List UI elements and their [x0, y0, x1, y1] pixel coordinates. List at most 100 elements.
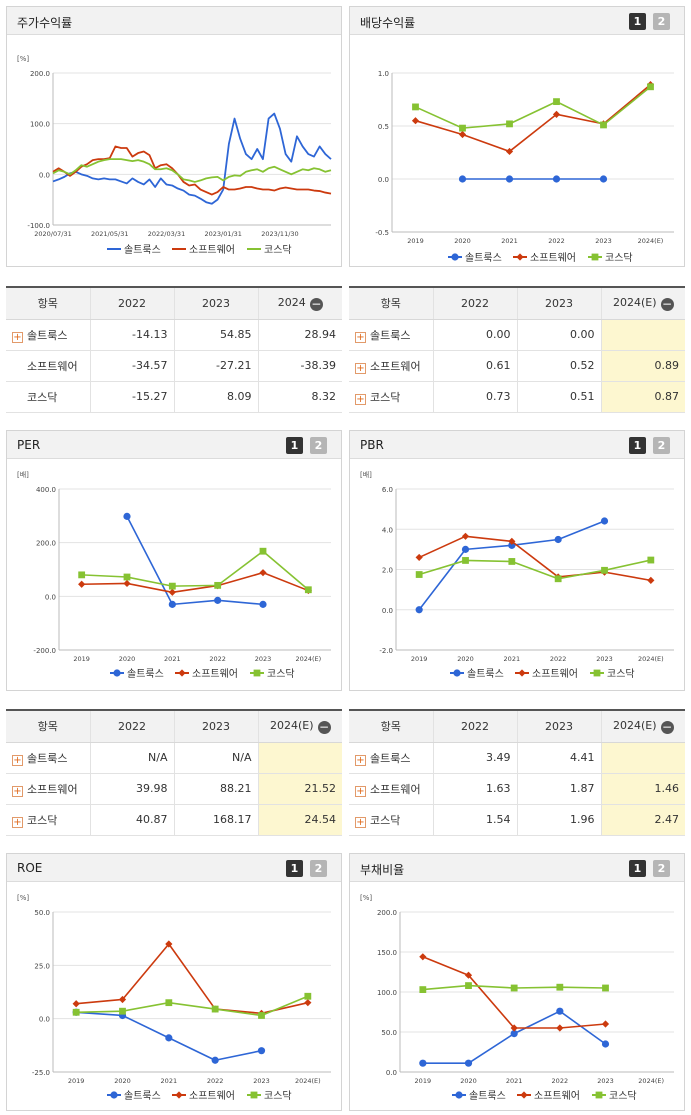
- value-cell: 1.96: [516, 804, 601, 836]
- table-header-row: 항목 2022 2023 2024(E) −: [6, 709, 342, 743]
- page-1-button[interactable]: 1: [286, 860, 303, 877]
- year-label: 2023: [545, 719, 573, 733]
- data-point: [211, 1056, 219, 1064]
- expand-button[interactable]: +: [355, 754, 366, 766]
- value-cell: 28.94: [257, 319, 342, 351]
- legend-marker: [520, 1091, 528, 1099]
- x-tick-label: 2023: [596, 655, 613, 663]
- year-header: 2023: [516, 286, 601, 320]
- page-1-button[interactable]: 1: [286, 437, 303, 454]
- value-cell: -15.27: [89, 381, 174, 413]
- panel-title: 배당수익률: [360, 16, 416, 30]
- year-header: 2023: [173, 286, 258, 320]
- data-point: [165, 940, 173, 948]
- debt-ratio-panel: 부채비율 1 2 [%] 200.0 150.0 100.0 50.0 0.0 2019 20…: [349, 853, 685, 1111]
- data-point: [462, 557, 469, 564]
- data-point: [510, 984, 518, 992]
- data-point: [554, 575, 562, 583]
- collapse-button[interactable]: −: [660, 719, 674, 734]
- year-label: 2023: [202, 719, 230, 733]
- expand-button[interactable]: +: [355, 816, 366, 828]
- expand-button[interactable]: +: [355, 331, 366, 343]
- page-1-button[interactable]: 1: [629, 437, 646, 454]
- row-label-cell: + 소프트웨어: [349, 773, 433, 805]
- row-name: 코스닥: [27, 813, 58, 827]
- year-label: 2022: [461, 719, 489, 733]
- data-point: [419, 953, 427, 961]
- table-header-row: 항목 2022 2023 2024−: [6, 286, 342, 320]
- expand-button[interactable]: +: [355, 785, 366, 797]
- year-label: 2023: [545, 296, 573, 310]
- legend-label: 소프트웨어: [189, 244, 235, 256]
- series-line: [415, 86, 652, 129]
- value-cell: 0.87: [600, 381, 685, 413]
- table-row: + 솔트룩스 0.00 0.00: [349, 319, 685, 351]
- year-header: 2024−: [257, 286, 342, 320]
- debt-ratio-chart: [%] 200.0 150.0 100.0 50.0 0.0 2019 2020 2021 202…: [360, 894, 674, 1102]
- row-label-cell: + 코스닥: [349, 804, 433, 836]
- collapse-button[interactable]: −: [309, 296, 323, 311]
- row-name: 소프트웨어: [370, 782, 421, 796]
- collapse-button[interactable]: −: [317, 719, 331, 734]
- y-tick-label: 200.0: [30, 70, 50, 78]
- expand-button[interactable]: +: [355, 393, 366, 405]
- x-tick-label: 2020/07/31: [34, 230, 71, 238]
- page-2-button[interactable]: 2: [653, 860, 670, 877]
- page-2-button[interactable]: 2: [310, 860, 327, 877]
- expand-button[interactable]: +: [12, 816, 23, 828]
- x-tick-label: 2023: [595, 237, 612, 245]
- page-1-button[interactable]: 1: [629, 860, 646, 877]
- x-tick-label: 2024(E): [638, 1077, 664, 1085]
- legend-marker: [250, 1091, 258, 1099]
- x-tick-label: 2022: [552, 1077, 569, 1085]
- y-tick-label: 400.0: [36, 486, 56, 494]
- page-1-button[interactable]: 1: [629, 13, 646, 30]
- x-tick-label: 2019: [73, 655, 90, 663]
- value-cell: -27.21: [173, 350, 258, 382]
- x-tick-label: 2019: [415, 1077, 432, 1085]
- y-tick-label: 150.0: [377, 949, 397, 957]
- row-name: 솔트룩스: [27, 328, 68, 342]
- legend-marker: [518, 669, 526, 677]
- item-header: 항목: [349, 286, 433, 320]
- collapse-button[interactable]: −: [660, 296, 674, 311]
- year-header: 2024(E) −: [600, 709, 685, 743]
- value-cell: N/A: [173, 742, 258, 774]
- year-header: 2024(E) −: [257, 709, 342, 743]
- legend-label: 코스닥: [607, 668, 635, 680]
- panel-header: ROE 1 2: [7, 854, 341, 882]
- data-point: [459, 124, 466, 132]
- expand-button[interactable]: +: [12, 754, 23, 766]
- year-label: 2023: [202, 296, 230, 310]
- data-point: [304, 586, 312, 594]
- legend-marker: [175, 1091, 183, 1099]
- data-point: [458, 175, 467, 183]
- value-cell: 0.61: [432, 350, 517, 382]
- legend-label: 코스닥: [609, 1090, 637, 1102]
- legend-label: 소프트웨어: [532, 668, 578, 680]
- expand-button[interactable]: +: [355, 362, 366, 374]
- data-point: [119, 1007, 126, 1015]
- panel-header: PBR 1 2: [350, 431, 684, 459]
- year-header: 2023: [173, 709, 258, 743]
- data-point: [258, 1012, 265, 1019]
- x-tick-label: 2023/11/30: [261, 230, 298, 238]
- y-tick-label: 50.0: [381, 1029, 397, 1037]
- page-2-button[interactable]: 2: [310, 437, 327, 454]
- year-header: 2022: [89, 286, 174, 320]
- expand-button[interactable]: +: [12, 785, 23, 797]
- data-point: [601, 1040, 610, 1048]
- expand-button[interactable]: +: [12, 331, 23, 343]
- page-2-button[interactable]: 2: [653, 13, 670, 30]
- row-label-cell: + 소프트웨어: [6, 773, 90, 805]
- page-2-button[interactable]: 2: [653, 437, 670, 454]
- roe-panel: ROE 1 2 [%] 50.0 25.0 0.0 -25.0 2019 2020 2021 2…: [6, 853, 342, 1111]
- legend-marker: [516, 253, 524, 261]
- legend-marker: [451, 253, 459, 261]
- data-point: [415, 606, 423, 614]
- value-cell: 1.46: [600, 773, 685, 805]
- x-tick-label: 2023/01/31: [204, 230, 241, 238]
- value-cell: 0.73: [432, 381, 517, 413]
- per-panel: PER 1 2 [배] 400.0 200.0 0.0 -200.0 2019 2020 20…: [6, 430, 342, 691]
- data-point: [72, 1000, 80, 1008]
